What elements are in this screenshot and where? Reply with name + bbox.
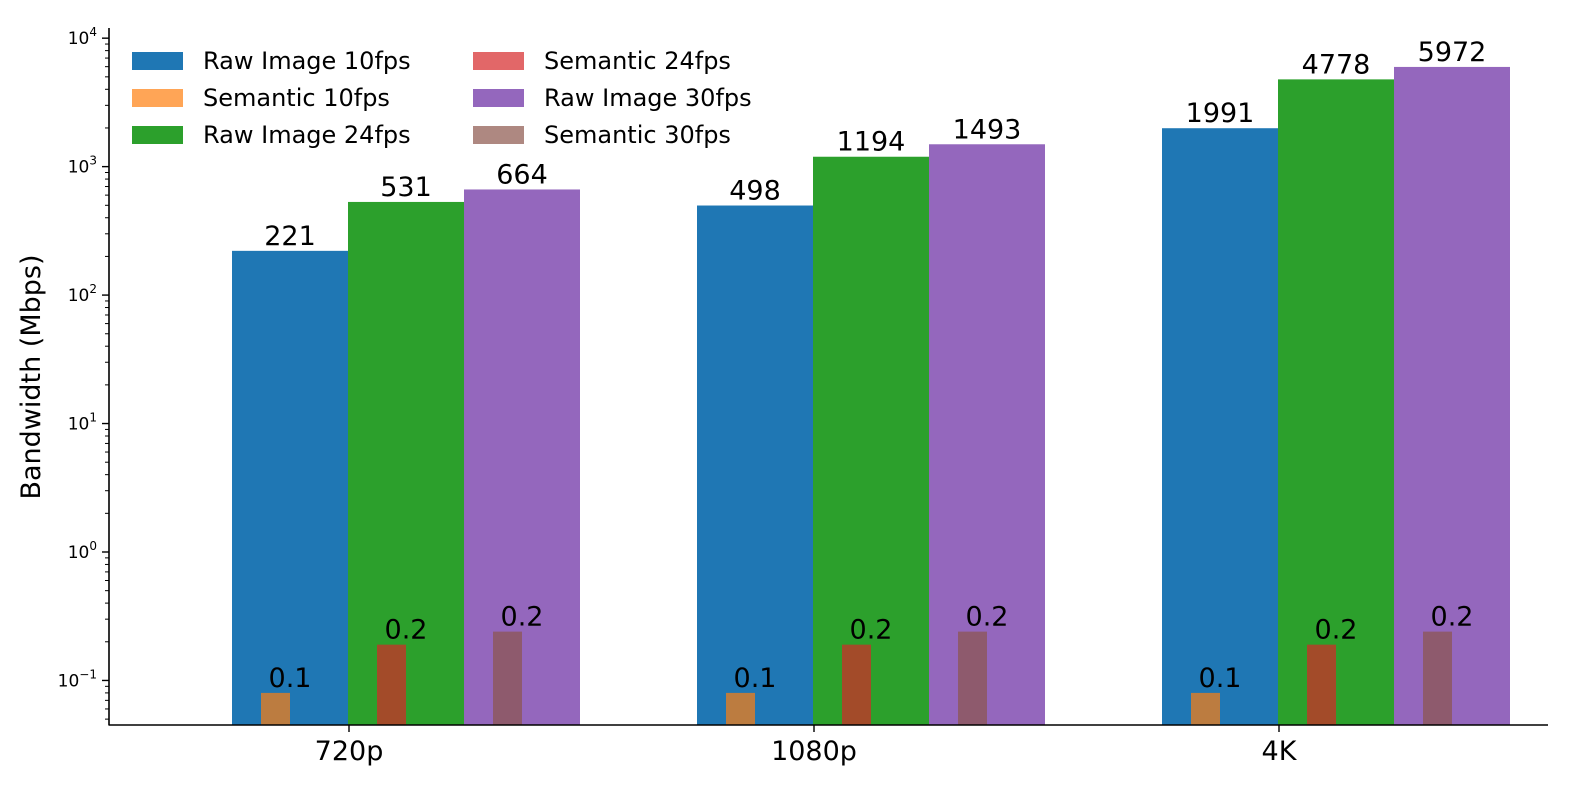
bar-semantic-30fps-1080p <box>958 631 987 725</box>
bar-semantic-10fps-720p <box>261 692 290 725</box>
bar-semantic-24fps-4k <box>1307 644 1336 725</box>
legend-label: Semantic 10fps <box>203 84 390 112</box>
data-label: 498 <box>729 176 781 207</box>
legend: Raw Image 10fps Semantic 10fps Raw Image 2… <box>132 47 752 149</box>
data-label: 664 <box>496 159 548 190</box>
data-label: 1194 <box>837 127 906 158</box>
semantic-bars-layer <box>261 631 1452 725</box>
legend-swatch <box>132 126 183 144</box>
data-label: 0.2 <box>385 615 428 646</box>
x-tick-label: 720p <box>315 736 384 767</box>
bar-raw-image-24fps-1080p <box>813 156 929 725</box>
legend-swatch <box>473 52 524 70</box>
data-label: 0.1 <box>734 663 777 694</box>
y-tick-label: 100 <box>68 539 97 563</box>
legend-swatch <box>473 89 524 107</box>
legend-label: Raw Image 24fps <box>203 121 411 149</box>
bar-raw-image-30fps-1080p <box>929 144 1045 726</box>
y-tick-label: 103 <box>68 154 97 178</box>
bar-raw-image-10fps-4k <box>1162 128 1278 725</box>
data-label: 221 <box>264 221 316 252</box>
legend-swatch <box>473 126 524 144</box>
data-label: 0.1 <box>1199 663 1242 694</box>
y-tick-label: 102 <box>68 282 97 306</box>
bar-raw-image-10fps-720p <box>232 250 348 726</box>
data-label: 4778 <box>1302 49 1371 80</box>
legend-label: Raw Image 30fps <box>544 84 752 112</box>
data-label: 0.2 <box>1315 615 1358 646</box>
y-tick-label: 10−1 <box>58 667 97 691</box>
axes-layer: 10−1 100 101 102 103 104 720p 1080p 4K <box>58 25 1548 767</box>
y-axis-label: Bandwidth (Mbps) <box>16 254 47 499</box>
bar-raw-image-30fps-4k <box>1394 66 1510 725</box>
raw-bars-layer <box>232 66 1510 726</box>
y-tick-label: 104 <box>68 25 97 49</box>
x-tick-label: 4K <box>1262 736 1298 767</box>
bar-semantic-24fps-1080p <box>842 644 871 725</box>
bar-semantic-10fps-1080p <box>726 692 755 725</box>
legend-swatch <box>132 52 183 70</box>
legend-label: Raw Image 10fps <box>203 47 411 75</box>
bar-semantic-10fps-4k <box>1191 692 1220 725</box>
data-label: 5972 <box>1418 37 1487 68</box>
data-label: 531 <box>380 172 432 203</box>
y-tick-label: 101 <box>68 411 97 435</box>
bar-raw-image-24fps-4k <box>1278 79 1394 725</box>
data-label: 0.1 <box>269 663 312 694</box>
bar-raw-image-24fps-720p <box>348 201 464 725</box>
bar-semantic-24fps-720p <box>377 644 406 725</box>
legend-label: Semantic 24fps <box>544 47 731 75</box>
bar-semantic-30fps-4k <box>1423 631 1452 725</box>
legend-swatch <box>132 89 183 107</box>
data-label: 0.2 <box>850 615 893 646</box>
data-label: 1991 <box>1186 98 1255 129</box>
bar-raw-image-10fps-1080p <box>697 205 813 726</box>
data-label: 1493 <box>953 114 1022 145</box>
data-label: 0.2 <box>966 602 1009 633</box>
legend-label: Semantic 30fps <box>544 121 731 149</box>
data-label: 0.2 <box>1431 602 1474 633</box>
bar-semantic-30fps-720p <box>493 631 522 725</box>
data-labels-layer: 221 531 664 0.1 0.2 0.2 498 1194 1493 0.1 0.2 0.2 19… <box>264 37 1486 694</box>
data-label: 0.2 <box>501 602 544 633</box>
x-tick-label: 1080p <box>771 736 857 767</box>
